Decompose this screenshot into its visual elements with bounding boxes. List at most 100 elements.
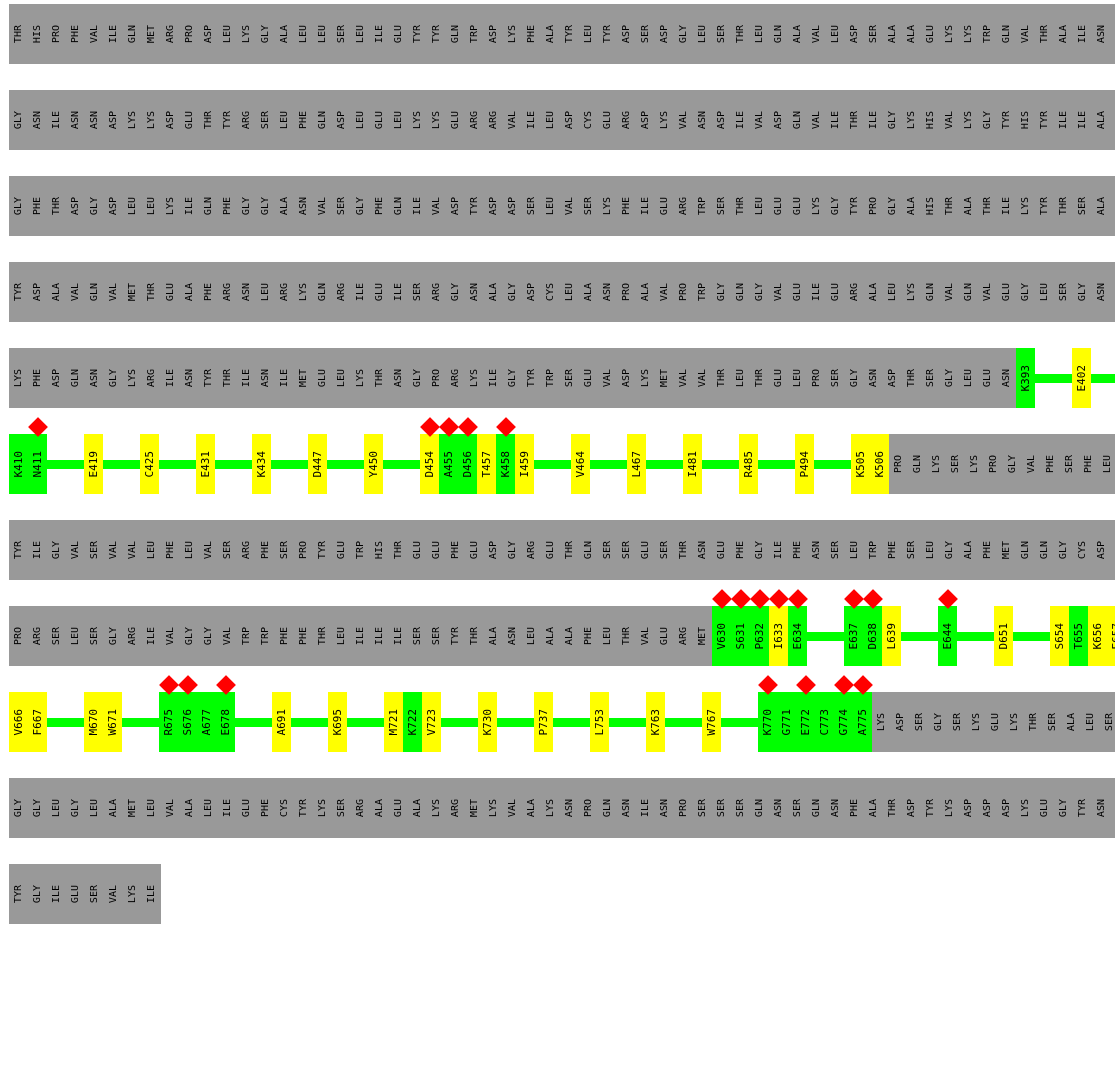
residue-label: MET (145, 24, 157, 44)
residue-label: GLN (88, 282, 100, 302)
mutation-label: E431 (199, 450, 212, 478)
residue-label: GLN (734, 282, 746, 302)
residue-label: LEU (50, 798, 62, 818)
residue-label: GLY (886, 110, 898, 130)
residue-label: GLY (506, 540, 518, 560)
residue-label: THR (886, 798, 898, 818)
residue-label: ASN (1095, 798, 1107, 818)
residue-label: ASP (772, 110, 784, 130)
highlighted-residue-block: S654 (1050, 606, 1069, 666)
highlighted-residue-block: P737 (534, 692, 553, 752)
residue-label: HIS (924, 196, 936, 216)
residue-label: ILE (354, 626, 366, 646)
residue-label: TRP (354, 540, 366, 560)
residue-label: GLY (50, 540, 62, 560)
highlighted-residue-block: A691 (272, 692, 291, 752)
residue-label: ASN (810, 540, 822, 560)
residue-label: TYR (316, 540, 328, 560)
residue-label: PHE (582, 626, 594, 646)
connector-line (590, 459, 627, 469)
residue-label: THR (1057, 196, 1069, 216)
residue-label: GLY (848, 368, 860, 388)
mutation-label: V630 (715, 622, 728, 650)
residue-label: SER (88, 884, 100, 904)
residue-label: LYS (943, 798, 955, 818)
residue-label: ARG (487, 110, 499, 130)
residue-label: VAL (126, 540, 138, 560)
residue-label: SER (867, 24, 879, 44)
residue-label: TYR (12, 282, 24, 302)
residue-label: PRO (430, 368, 442, 388)
residue-label: GLY (1019, 282, 1031, 302)
mutation-label: L639 (885, 622, 898, 650)
residue-label: ASN (506, 626, 518, 646)
residue-label: LYS (658, 110, 670, 130)
residue-label: TYR (297, 798, 309, 818)
sequence-row: TYR GLY ILE GLU SER VAL LYS ILE (0, 864, 1115, 924)
residue-label: LEU (525, 626, 537, 646)
residue-label: GLU (981, 368, 993, 388)
residue-label: GLY (1057, 540, 1069, 560)
residue-label: HIS (373, 540, 385, 560)
residue-label: LEU (392, 110, 404, 130)
connector-line (215, 459, 252, 469)
residue-label: SER (525, 196, 537, 216)
mutation-label: D447 (311, 450, 324, 478)
residue-label: ASN (1095, 282, 1107, 302)
residue-label: LEU (734, 368, 746, 388)
residue-label: PHE (525, 24, 537, 44)
residue-label: TYR (848, 196, 860, 216)
highlighted-residue-block: K770 G771 E772 C773 G774 A775 (758, 692, 872, 752)
residue-label: GLU (924, 24, 936, 44)
residue-label: THR (905, 368, 917, 388)
residue-label: LEU (544, 196, 556, 216)
residue-label: VAL (202, 540, 214, 560)
highlighted-residue-block: K410 N411 (9, 434, 47, 494)
residue-label: ALA (905, 196, 917, 216)
highlighted-residue-block: E637 D638 (844, 606, 882, 666)
residue-label: ASN (240, 282, 252, 302)
residue-label: GLY (107, 626, 119, 646)
residue-label: LEU (886, 282, 898, 302)
residue-label: PRO (892, 454, 904, 474)
residue-label: ILE (145, 884, 157, 904)
mutation-label: P737 (537, 708, 550, 736)
residue-label: ILE (1076, 110, 1088, 130)
residue-label: THR (202, 110, 214, 130)
residue-label: LYS (240, 24, 252, 44)
residue-label: SER (791, 798, 803, 818)
sequence-row: THR HIS PRO PHE VAL ILE GLN MET ARG PRO ASP LEU LYS G… (0, 4, 1115, 64)
residue-label: TRP (544, 368, 556, 388)
mutation-label: K656 (1091, 622, 1104, 650)
residue-label: PHE (69, 24, 81, 44)
highlighted-residue-block: K656 E657 (1088, 606, 1115, 666)
residue-label: VAL (563, 196, 575, 216)
residue-label: TRP (867, 540, 879, 560)
residue-label: LYS (12, 368, 24, 388)
residue-label: THR (715, 368, 727, 388)
residue-label: ILE (1076, 24, 1088, 44)
residue-label: GLN (601, 798, 613, 818)
highlighted-residue-block: C425 (140, 434, 159, 494)
residue-label: ASP (69, 196, 81, 216)
residue-label: GLY (259, 196, 271, 216)
residue-label: ALA (487, 282, 499, 302)
connector-line (347, 717, 384, 727)
residue-label: LEU (791, 368, 803, 388)
residue-label: GLU (715, 540, 727, 560)
residue-label: TYR (430, 24, 442, 44)
residue-label: ALA (962, 540, 974, 560)
residue-label: MET (658, 368, 670, 388)
residue-label: GLN (392, 196, 404, 216)
residue-label: GLY (202, 626, 214, 646)
residue-label: ASP (506, 196, 518, 216)
residue-label: ILE (373, 626, 385, 646)
residue-label: VAL (107, 540, 119, 560)
residue-label: TYR (1076, 798, 1088, 818)
residue-label: LYS (316, 798, 328, 818)
residue-label: GLU (639, 540, 651, 560)
connector-line (235, 717, 272, 727)
residue-label: PRO (582, 798, 594, 818)
residue-label: SER (905, 540, 917, 560)
residue-label: THR (50, 196, 62, 216)
